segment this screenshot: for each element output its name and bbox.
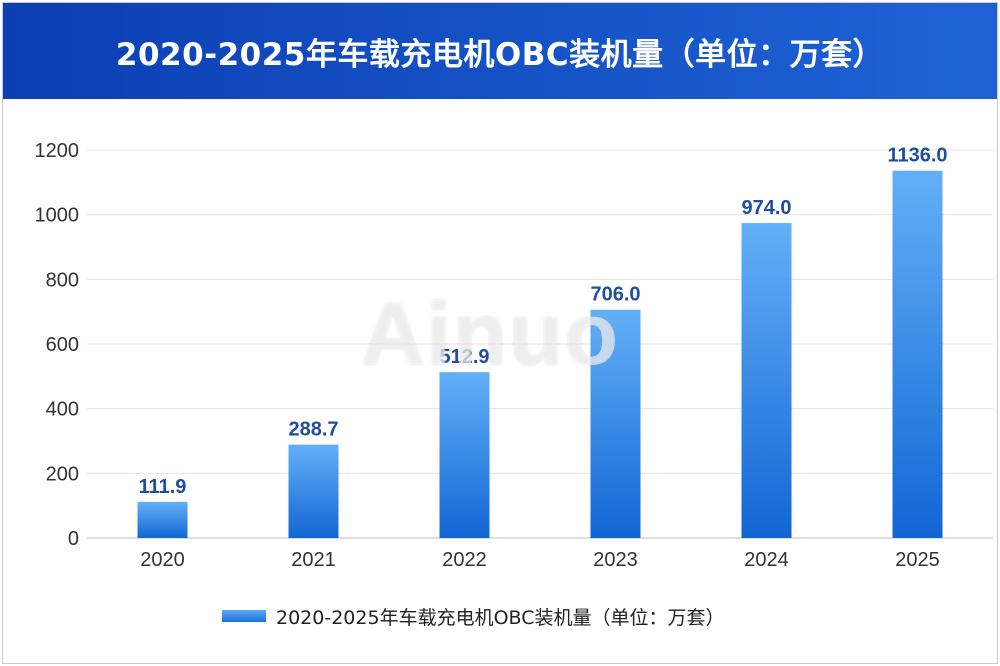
chart-header: 2020-2025年车载充电机OBC装机量（单位：万套） (3, 3, 997, 99)
bar (590, 309, 641, 538)
bar-value-label: 706.0 (590, 284, 640, 306)
x-tick-label: 2024 (744, 549, 789, 571)
y-tick-label: 200 (46, 463, 79, 485)
chart-title: 2020-2025年车载充电机OBC装机量（单位：万套） (115, 36, 885, 73)
x-tick-label: 2020 (140, 549, 185, 571)
y-tick-label: 1200 (35, 140, 80, 162)
bar-value-label: 512.9 (439, 346, 489, 368)
bar-value-label: 974.0 (741, 197, 791, 219)
y-tick-label: 0 (68, 528, 79, 550)
bars: 111.9 288.7 512.9 706.0 974.0 1136.0 (137, 145, 948, 538)
legend-swatch (222, 610, 266, 622)
y-tick-label: 600 (46, 334, 79, 356)
y-axis: 0 200 400 600 800 1000 1200 (35, 140, 80, 550)
legend-label: 2020-2025年车载充电机OBC装机量（单位：万套） (276, 606, 725, 629)
bar-value-label: 1136.0 (887, 145, 947, 167)
y-tick-label: 400 (46, 399, 79, 421)
bar (439, 372, 490, 538)
y-tick-label: 1000 (35, 205, 80, 227)
watermark-logo: Ainuo (361, 284, 621, 383)
chart-legend: 2020-2025年车载充电机OBC装机量（单位：万套） (222, 603, 725, 629)
x-tick-label: 2022 (442, 549, 487, 571)
bar-chart: 0 200 400 600 800 1000 1200 111.9 288.7 512.9 706… (35, 140, 993, 571)
y-tick-label: 800 (46, 269, 79, 291)
x-tick-label: 2023 (593, 549, 638, 571)
bar (288, 444, 339, 538)
bar (741, 223, 792, 538)
bar (137, 501, 188, 538)
bar-value-label: 111.9 (139, 476, 187, 498)
grid-lines (87, 149, 993, 539)
x-tick-label: 2021 (291, 549, 336, 571)
x-axis: 2020 2021 2022 2023 2024 2025 (140, 549, 940, 571)
bar-value-label: 288.7 (288, 419, 338, 441)
bar (892, 170, 943, 538)
x-tick-label: 2025 (895, 549, 940, 571)
